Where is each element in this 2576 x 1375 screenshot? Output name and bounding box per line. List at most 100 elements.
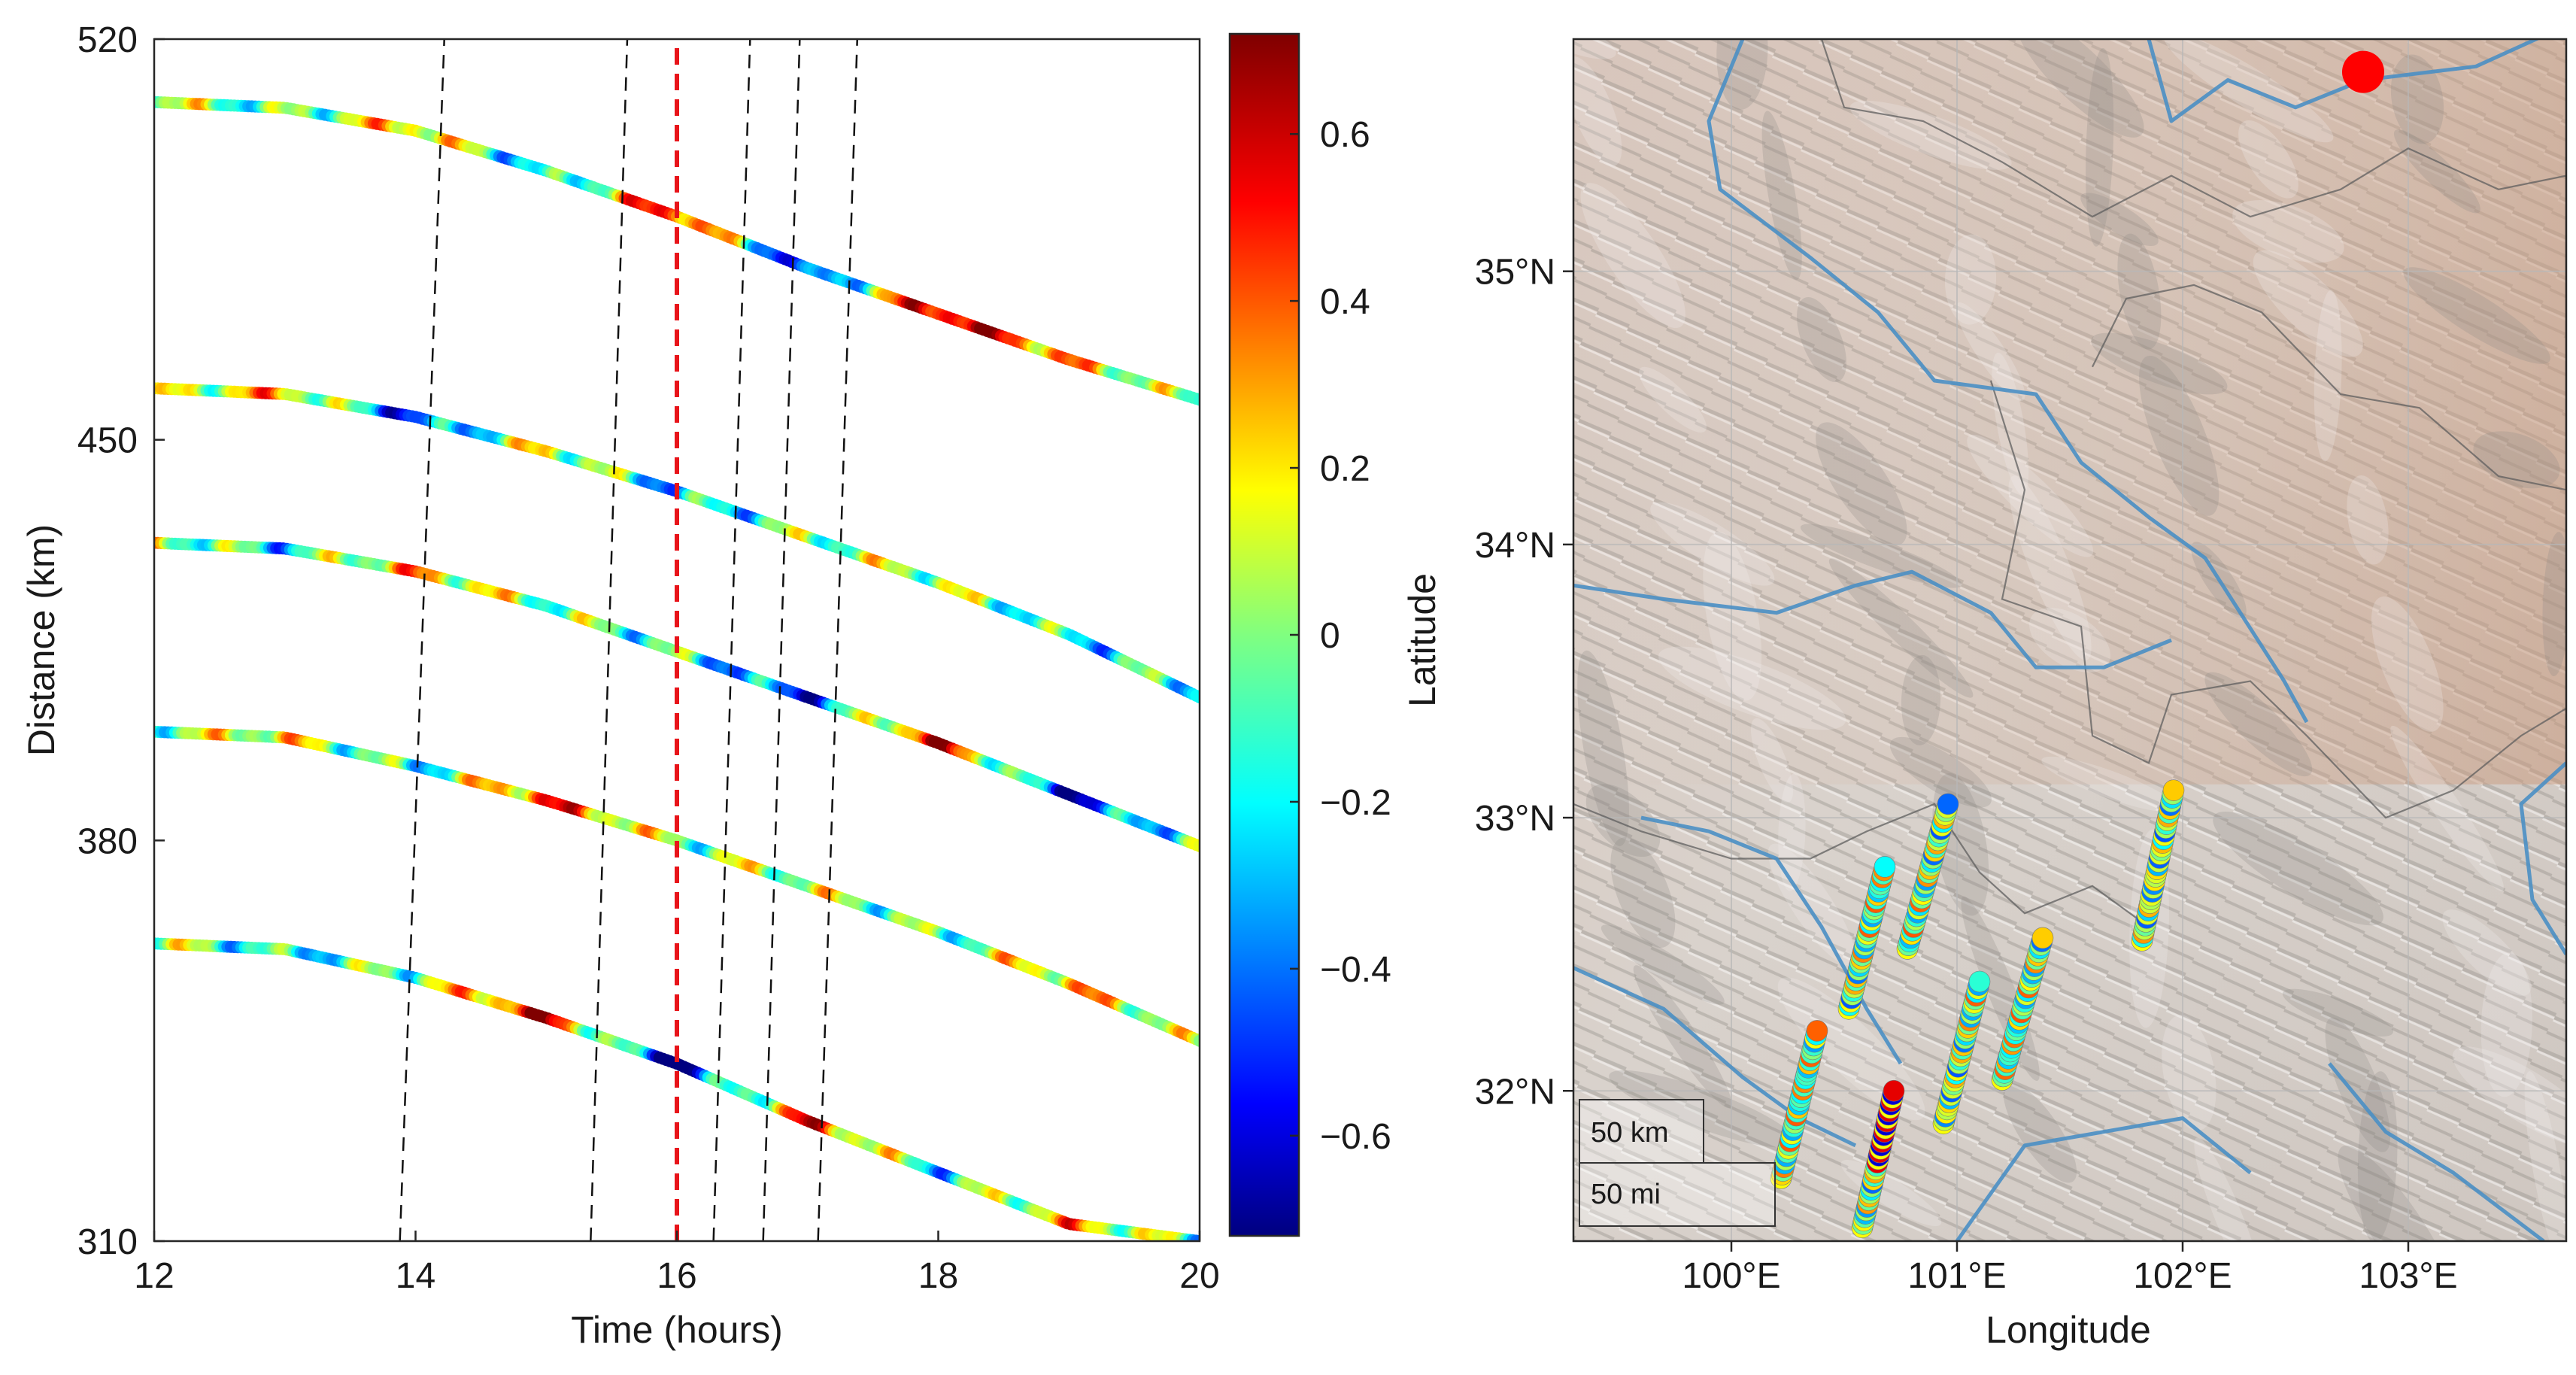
scale-km-box	[1579, 1099, 1704, 1164]
relief-shade	[1828, 558, 1974, 698]
left-y-tick-label: 380	[77, 821, 138, 861]
relief-shade	[1585, 784, 1661, 857]
rivers	[1573, 39, 2566, 1241]
moveout-line-2	[590, 38, 629, 1242]
river	[2147, 39, 2541, 123]
relief-shade	[2086, 47, 2114, 247]
station-track-2	[1851, 1079, 1905, 1239]
relief-shade	[1639, 366, 1707, 433]
relief-shade	[2338, 1145, 2457, 1241]
left-x-tick-label: 16	[657, 1256, 696, 1296]
scale-bar: 50 km 50 mi	[1579, 1099, 1776, 1227]
relief-shade	[2194, 1137, 2264, 1241]
relief-shade	[2008, 475, 2092, 660]
scale-mi-label: 50 mi	[1591, 1179, 1661, 1210]
relief-shade	[2393, 129, 2480, 214]
station-track-4	[1896, 793, 1959, 960]
admin-border	[1989, 380, 2566, 819]
relief-shade	[1761, 111, 1802, 281]
relief-shade	[2162, 1015, 2216, 1131]
track-1-point	[1194, 393, 1200, 406]
map-grid	[1573, 39, 2566, 1241]
map-y-tick-label: 35°N	[1475, 253, 1555, 293]
left-y-axis-label: Distance (km)	[20, 524, 62, 756]
map-panel: 50 km 50 mi 100°E 101°E 102°E 103°E 32°N 33°…	[1401, 38, 2568, 1351]
moveout-line-5	[817, 38, 859, 1242]
river	[1573, 966, 1857, 1148]
relief-shade	[1849, 100, 2012, 170]
highland-tint	[1573, 39, 2566, 785]
relief-shade	[2524, 1071, 2566, 1241]
relief-shade	[1577, 650, 1629, 846]
relief-shade	[1816, 422, 1907, 546]
moveout-line-4	[762, 38, 801, 1242]
moveout-lines	[399, 38, 859, 1242]
relief-shade	[2238, 120, 2298, 199]
relief-shade	[1580, 183, 1685, 329]
moveout-line-3	[712, 38, 751, 1242]
river	[1955, 1116, 2252, 1241]
relief-shade	[2080, 193, 2159, 246]
scale-km-label: 50 km	[1591, 1117, 1668, 1149]
map-y-tick-label: 34°N	[1475, 526, 1555, 566]
relief-shade	[1778, 773, 1806, 891]
relief-shade	[2442, 909, 2532, 996]
colorbar-tick-label: 0	[1320, 616, 1340, 656]
station-track-3	[1837, 856, 1896, 1020]
left-y-tick-label: 520	[77, 20, 138, 60]
station-point	[1968, 970, 1991, 993]
source-marker	[2342, 50, 2384, 93]
relief-shade	[2480, 952, 2532, 1097]
relief-shade	[1703, 531, 1762, 701]
relief-shade	[2029, 608, 2110, 672]
admin-border	[1573, 803, 2150, 928]
station-track-1	[1770, 1020, 1828, 1189]
map-x-tick-label: 101°E	[1907, 1256, 2006, 1296]
relief-shade	[2542, 532, 2566, 677]
relief-shade	[1797, 297, 1846, 382]
relief-shade	[1658, 646, 1846, 730]
track-5	[154, 937, 1200, 1241]
river	[1640, 815, 1903, 1065]
river	[1707, 39, 2309, 724]
left-x-tick-label: 12	[134, 1256, 174, 1296]
map-frame	[1572, 38, 2568, 1243]
relief-shade	[1601, 924, 1725, 1005]
relief-shade	[2117, 233, 2162, 350]
station-point	[1806, 1020, 1828, 1042]
colorbar: −0.6 −0.4 −0.2 0 0.2 0.4 0.6	[1228, 32, 1391, 1237]
left-y-tick-label: 310	[77, 1222, 138, 1262]
left-x-tick-label: 18	[918, 1256, 958, 1296]
map-x-tick-label: 102°E	[2133, 1256, 2232, 1296]
relief-shade	[2403, 267, 2550, 364]
relief-shade	[1956, 302, 2025, 401]
moveout-line-1	[399, 38, 445, 1242]
left-y-ticks: 310 380 450 520	[77, 20, 165, 1262]
map-x-ticks: 100°E 101°E 102°E 103°E	[1682, 1241, 2458, 1296]
station-track-5	[1932, 970, 1991, 1135]
relief-shade	[2371, 596, 2444, 732]
colorbar-tick-label: 0.4	[1320, 282, 1370, 322]
left-x-tick-label: 14	[396, 1256, 435, 1296]
track-2	[154, 382, 1200, 704]
left-x-tick-label: 20	[1179, 1256, 1219, 1296]
relief-shade	[1610, 837, 1676, 949]
relief-shade	[2232, 200, 2344, 263]
map-x-axis-label: Longitude	[1986, 1309, 2151, 1351]
colorbar-tick-label: 0.6	[1320, 115, 1370, 155]
station-point	[1883, 1079, 1905, 1102]
station-point	[1874, 856, 1896, 878]
map-basemap	[1573, 39, 2566, 1241]
relief-shade	[2390, 725, 2504, 891]
relief-shade	[1901, 654, 1941, 745]
relief-shade	[1767, 843, 1855, 966]
station-point	[2031, 927, 2054, 949]
relief-shade	[1967, 434, 2094, 557]
relief-shade	[1633, 965, 1732, 1109]
relief-shade	[2015, 39, 2144, 138]
track-4-point	[1194, 1034, 1200, 1047]
relief-shade	[2452, 1046, 2566, 1148]
map-y-axis-label: Latitude	[1401, 573, 1443, 707]
relief-shade	[2091, 332, 2228, 395]
relief-shade	[2041, 756, 2178, 812]
